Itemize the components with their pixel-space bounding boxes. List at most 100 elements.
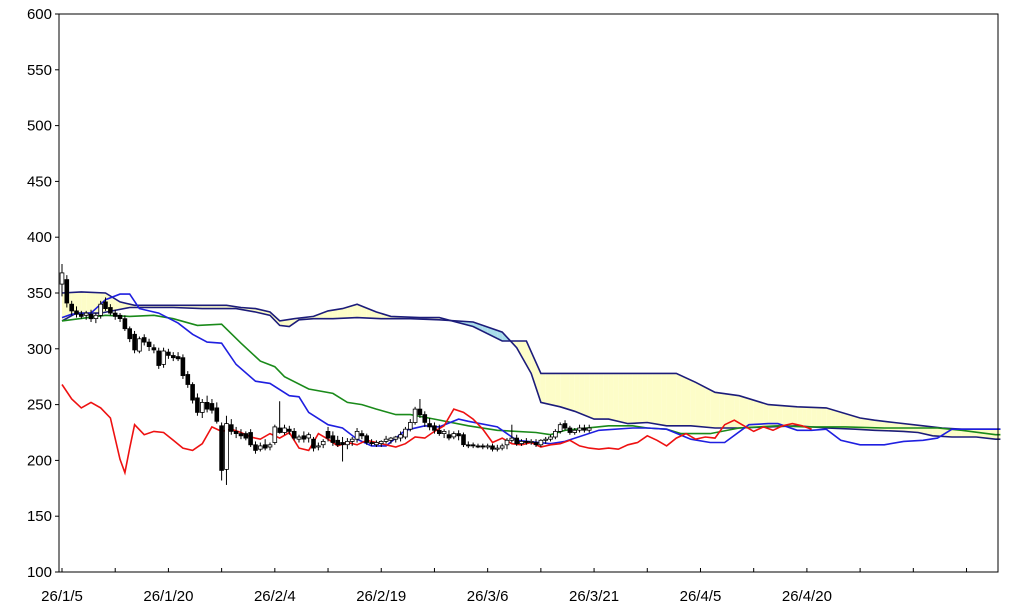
candle <box>170 352 176 362</box>
candle-body <box>180 357 186 377</box>
candle <box>586 424 592 433</box>
candle-body <box>98 303 104 316</box>
candle <box>267 442 273 451</box>
candle-body <box>393 436 399 440</box>
candle <box>345 438 350 450</box>
candle <box>393 435 399 443</box>
x-tick-label: 26/3/6 <box>467 588 509 605</box>
candle-body <box>74 310 79 315</box>
candle-body <box>156 350 162 366</box>
candle <box>577 424 582 433</box>
candle <box>214 402 220 424</box>
cloud-segment <box>831 409 836 429</box>
candle <box>562 420 568 431</box>
candle-body <box>577 427 582 431</box>
y-tick-label: 100 <box>27 564 52 581</box>
candle-body <box>485 445 490 448</box>
cloud-segment <box>695 382 701 427</box>
cloud-segment <box>826 407 832 429</box>
candle <box>228 419 234 435</box>
candle-body <box>538 439 544 446</box>
indicator-lines <box>61 291 1001 476</box>
cloud-segment <box>366 308 372 319</box>
candle-body <box>122 318 128 330</box>
candle-body <box>64 279 70 304</box>
candle <box>359 430 365 440</box>
cloud-segment <box>976 429 981 438</box>
candle-body <box>586 427 592 431</box>
cloud-segment <box>540 373 546 404</box>
cloud-segment <box>284 319 290 327</box>
candle-body <box>475 445 481 448</box>
candle-body <box>93 314 99 319</box>
candle-body <box>451 433 457 438</box>
candle-body <box>296 436 302 440</box>
candle-body <box>233 430 239 434</box>
cloud-segment <box>686 377 691 426</box>
candles <box>59 263 592 485</box>
cloud-segment <box>971 429 977 437</box>
candle-body <box>175 356 181 360</box>
cloud-segment <box>516 341 522 357</box>
cloud-segment <box>545 373 551 405</box>
cloud-segment <box>332 309 338 319</box>
candle-body <box>204 401 210 410</box>
candle-body <box>325 430 331 439</box>
candle-body <box>330 435 336 443</box>
x-tick-label: 26/2/4 <box>254 588 296 605</box>
candle <box>204 395 210 413</box>
candle-body <box>228 424 234 432</box>
cloud-segment <box>835 410 841 429</box>
candle <box>238 429 244 440</box>
x-tick-label: 26/3/21 <box>569 588 619 605</box>
cloud-segment <box>550 373 556 406</box>
candle-body <box>548 436 553 440</box>
y-tick-label: 250 <box>27 397 52 414</box>
candle <box>112 309 118 320</box>
cloud-segment <box>763 403 769 428</box>
candle-body <box>340 442 345 446</box>
candle <box>398 431 403 442</box>
x-tick-label: 26/4/20 <box>782 588 832 605</box>
candle-body <box>557 424 563 432</box>
candle <box>175 352 181 362</box>
candle <box>117 313 123 323</box>
candle <box>127 326 133 343</box>
candle <box>190 382 195 404</box>
cloud-segment <box>889 421 894 431</box>
candle-body <box>417 408 423 416</box>
candle <box>369 439 374 446</box>
candle-body <box>301 435 307 440</box>
cloud-segment <box>347 305 353 318</box>
candle <box>374 440 379 448</box>
y-tick-label: 300 <box>27 341 52 358</box>
candle <box>388 436 394 444</box>
cloud-segment <box>207 305 212 309</box>
candle <box>262 439 268 451</box>
candle-body <box>170 355 176 359</box>
cloud-segment <box>637 373 643 423</box>
candle-body <box>509 437 515 441</box>
y-tick-label: 600 <box>27 6 52 23</box>
candle <box>557 422 563 434</box>
candle <box>161 347 166 368</box>
cloud-segment <box>724 393 730 428</box>
cloud-segment <box>342 307 348 319</box>
cloud-segment <box>594 373 599 420</box>
cloud-segment <box>715 392 720 428</box>
y-tick-label: 400 <box>27 229 52 246</box>
candle-body <box>79 313 84 317</box>
cloud-segment <box>952 428 957 437</box>
cloud-segment <box>802 407 807 427</box>
cloud-segment <box>753 400 759 428</box>
cloud-segment <box>565 373 570 410</box>
candle-body <box>582 427 587 431</box>
candle-body <box>345 440 350 446</box>
candle <box>88 309 94 323</box>
cloud-segment <box>521 341 527 365</box>
cloud-segment <box>705 387 711 428</box>
candle-body <box>354 430 360 440</box>
candle <box>103 297 108 311</box>
candle <box>199 399 205 418</box>
candle-body <box>248 432 253 446</box>
